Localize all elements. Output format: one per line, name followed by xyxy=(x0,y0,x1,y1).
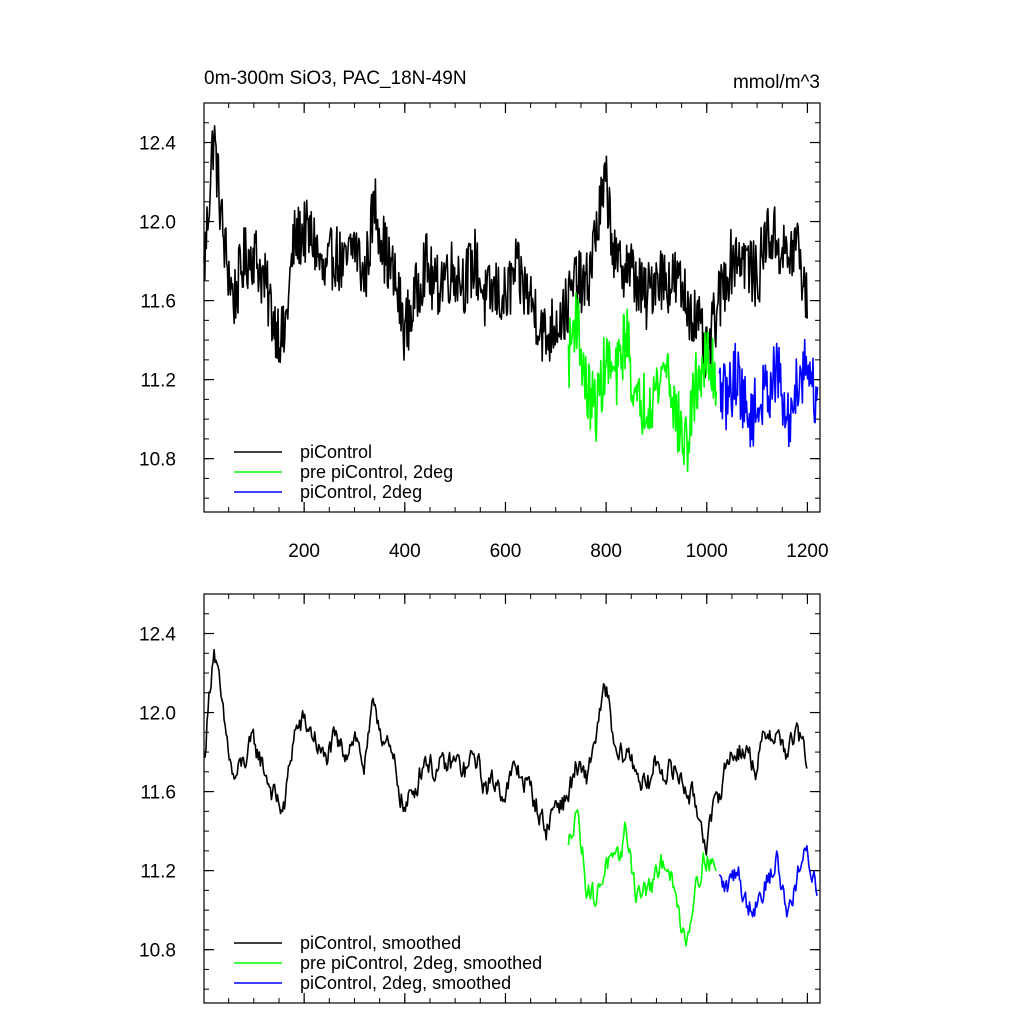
chart-panels: 10.8 11.2 11.6 12.0 12.4 200 400 600 800 1000 1200… xyxy=(139,102,829,1004)
units-label: mmol/m^3 xyxy=(733,72,820,93)
y-tick-label: 11.6 xyxy=(140,292,176,313)
y-tick-label: 11.6 xyxy=(140,783,176,804)
y-tick-label: 12.0 xyxy=(139,213,176,234)
y-tick-label: 10.8 xyxy=(139,941,176,962)
x-tick-label: 1000 xyxy=(686,541,728,562)
series-line-1 xyxy=(203,125,808,379)
y-tick-label: 12.4 xyxy=(139,134,176,155)
chart-panel-1: 10.8 11.2 11.6 12.0 12.4 200 400 600 800 1000 1200… xyxy=(139,102,829,562)
x-tick-label: 200 xyxy=(288,541,320,562)
series-line-2 xyxy=(567,292,718,473)
series-line-2 xyxy=(567,809,717,947)
y-tick-label: 12.4 xyxy=(139,625,176,646)
legend-label: pre piControl, 2deg, smoothed xyxy=(300,953,542,973)
x-tick-label: 400 xyxy=(389,541,421,562)
x-tick-label: 1200 xyxy=(786,541,828,562)
series-line-3 xyxy=(718,844,818,918)
legend-label: pre piControl, 2deg xyxy=(300,462,453,482)
series-line-1 xyxy=(203,648,808,856)
legend-label: piControl, smoothed xyxy=(300,933,461,953)
plot-title: 0m-300m SiO3, PAC_18N-49N xyxy=(204,68,467,89)
legend-label: piControl, 2deg, smoothed xyxy=(300,973,511,993)
plot-frame xyxy=(203,102,821,513)
y-tick-label: 12.0 xyxy=(139,704,176,725)
series-line-3 xyxy=(718,338,819,448)
x-tick-label: 600 xyxy=(490,541,522,562)
plot-frame xyxy=(203,593,821,1004)
legend-label: piControl xyxy=(300,442,372,462)
legend-label: piControl, 2deg xyxy=(300,482,422,502)
y-tick-label: 11.2 xyxy=(140,862,176,883)
y-tick-label: 11.2 xyxy=(140,371,176,392)
x-tick-label: 800 xyxy=(590,541,622,562)
y-tick-label: 10.8 xyxy=(139,450,176,471)
